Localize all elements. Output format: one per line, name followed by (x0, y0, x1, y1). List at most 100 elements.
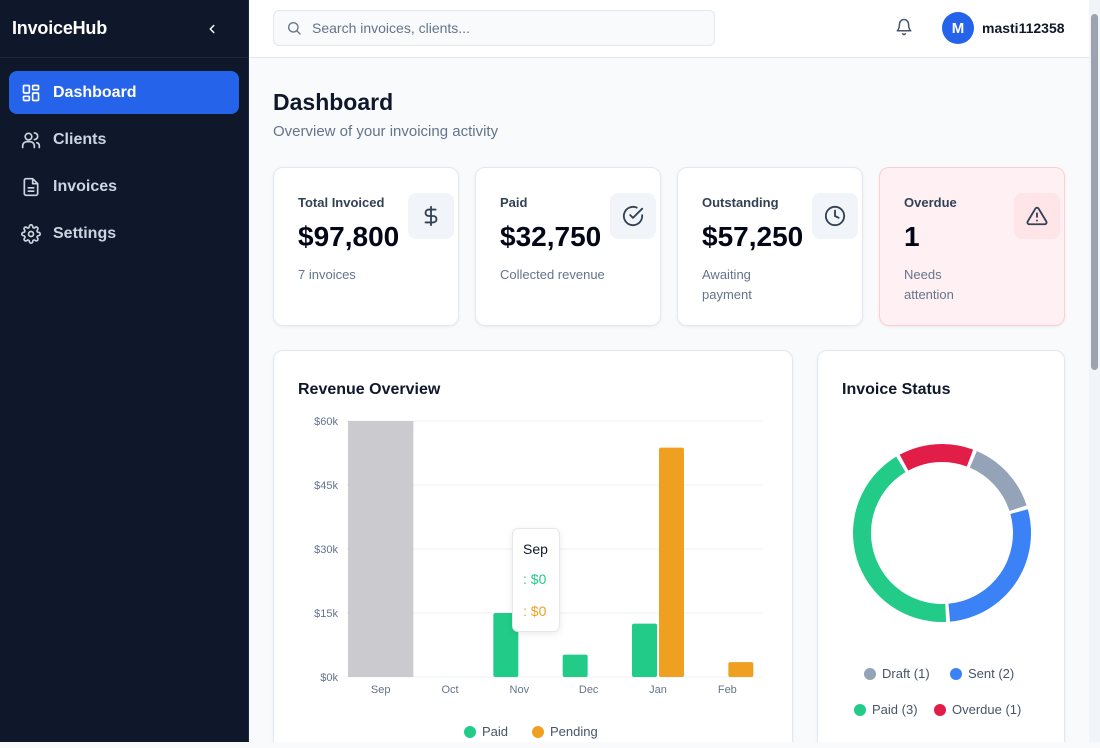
chart-tooltip: Sep : $0 : $0 (512, 528, 560, 632)
legend-label: Overdue (1) (952, 702, 1022, 717)
x-tick-label: Jan (649, 684, 667, 696)
page-title: Dashboard (273, 89, 394, 115)
stat-card-outstanding: Outstanding $57,250 Awaiting payment (677, 167, 863, 326)
stat-subtext: 7 invoices (298, 267, 356, 282)
bell-icon (896, 18, 912, 36)
panel-title: Revenue Overview (298, 381, 441, 398)
stat-subtext: Needs attention (904, 267, 954, 302)
page-scrollbar[interactable] (1089, 0, 1100, 742)
stat-icon-box (812, 193, 858, 239)
legend-label: Pending (550, 724, 598, 739)
sidebar-item-dashboard[interactable]: Dashboard (9, 71, 239, 114)
bar-pending-jan[interactable] (659, 447, 684, 677)
y-tick-label: $30k (314, 544, 338, 556)
username: masti112358 (982, 20, 1065, 36)
stat-card-total-invoiced: Total Invoiced $97,800 7 invoices (273, 167, 459, 326)
legend-swatch (464, 725, 476, 738)
stat-value: 1 (904, 221, 920, 252)
legend-item-draft[interactable]: Draft (1) (864, 666, 930, 681)
legend-swatch (854, 703, 866, 716)
x-tick-label: Nov (510, 684, 530, 696)
search-box (273, 10, 715, 46)
search-input[interactable] (312, 20, 692, 36)
legend-label: Paid (482, 724, 509, 739)
donut-slice-paid[interactable] (852, 456, 947, 622)
stat-card-overdue: Overdue 1 Needs attention (879, 167, 1065, 326)
bar-pending-feb[interactable] (728, 662, 754, 677)
page-subtitle: Overview of your invoicing activity (273, 123, 499, 140)
grid-icon (22, 84, 40, 101)
stat-label: Outstanding (702, 195, 779, 210)
y-tick-label: $60k (314, 416, 338, 428)
invoice-status-donut[interactable] (818, 351, 1066, 742)
legend-label: Paid (3) (872, 702, 918, 717)
y-tick-label: $45k (314, 480, 338, 492)
legend-item-pending[interactable]: Pending (532, 724, 598, 739)
legend-swatch (934, 703, 946, 716)
users-icon (21, 131, 41, 148)
revenue-overview-panel: Revenue Overview $0k $15k $30k $45k $60k Sep O… (273, 350, 793, 742)
stat-value: $97,800 (298, 221, 400, 252)
y-tick-label: $15k (314, 608, 338, 620)
legend-item-sent[interactable]: Sent (2) (950, 666, 1014, 681)
sidebar-item-clients[interactable]: Clients (9, 118, 239, 161)
sidebar-header: InvoiceHub (0, 0, 248, 58)
search-icon (288, 22, 301, 35)
user-menu[interactable]: M masti112358 (942, 12, 1065, 44)
stat-value: $57,250 (702, 221, 804, 252)
y-tick-label: $0k (320, 672, 338, 684)
collapse-sidebar-button[interactable] (202, 19, 222, 39)
notifications-button[interactable] (895, 18, 915, 38)
scrollbar-thumb[interactable] (1091, 14, 1098, 370)
donut-slice-overdue[interactable] (899, 444, 974, 471)
x-tick-label: Sep (371, 684, 391, 696)
legend-item-paid[interactable]: Paid (464, 724, 508, 739)
dollar-icon (424, 205, 438, 227)
sidebar-item-label: Clients (53, 130, 107, 148)
legend-label: Draft (1) (882, 666, 930, 681)
sidebar-nav: Dashboard Clients Invoices Settings (0, 58, 248, 272)
tooltip-paid-value: : $0 (523, 571, 547, 587)
sidebar-item-label: Invoices (53, 177, 118, 195)
sidebar-item-settings[interactable]: Settings (9, 212, 239, 255)
stat-label: Total Invoiced (298, 195, 385, 210)
sidebar-item-invoices[interactable]: Invoices (9, 165, 239, 208)
top-bar: M masti112358 (249, 0, 1089, 58)
x-tick-label: Dec (579, 684, 599, 696)
bar-paid-jan[interactable] (632, 623, 657, 677)
x-tick-label: Oct (441, 684, 458, 696)
x-tick-label: Feb (718, 684, 737, 696)
sidebar-item-label: Settings (53, 224, 117, 242)
legend-swatch (532, 725, 544, 738)
hover-highlight (348, 421, 414, 677)
stat-label: Paid (500, 195, 528, 210)
sidebar-item-label: Dashboard (53, 83, 137, 101)
stat-card-paid: Paid $32,750 Collected revenue (475, 167, 661, 326)
avatar: M (942, 12, 974, 44)
legend-swatch (864, 667, 876, 680)
stat-subtext: Awaiting payment (702, 267, 752, 302)
donut-slice-draft[interactable] (969, 451, 1027, 511)
stat-icon-box (610, 193, 656, 239)
stat-icon-box (408, 193, 454, 239)
invoice-status-panel: Invoice Status Draft (1) Sent (2) Paid (… (817, 350, 1065, 742)
stat-subtext: Collected revenue (500, 267, 605, 282)
legend-item-overdue[interactable]: Overdue (1) (934, 702, 1021, 717)
legend-swatch (950, 667, 962, 680)
app-logo: InvoiceHub (12, 18, 108, 38)
legend-label: Sent (2) (968, 666, 1015, 681)
tooltip-pending-value: : $0 (523, 603, 547, 619)
check-circle-icon (622, 205, 644, 227)
bar-paid-dec[interactable] (562, 654, 588, 677)
alert-triangle-icon (1026, 206, 1048, 226)
stat-value: $32,750 (500, 221, 602, 252)
main-content: Dashboard Overview of your invoicing act… (249, 59, 1089, 742)
chevron-left-icon (209, 24, 215, 33)
stat-label: Overdue (904, 195, 957, 210)
sidebar: InvoiceHub Dashboard Clients Invoices Se… (0, 0, 249, 742)
donut-slice-sent[interactable] (948, 509, 1031, 622)
clock-icon (824, 205, 846, 227)
gear-icon (21, 223, 41, 244)
legend-item-paid[interactable]: Paid (3) (854, 702, 918, 717)
file-text-icon (23, 177, 39, 196)
